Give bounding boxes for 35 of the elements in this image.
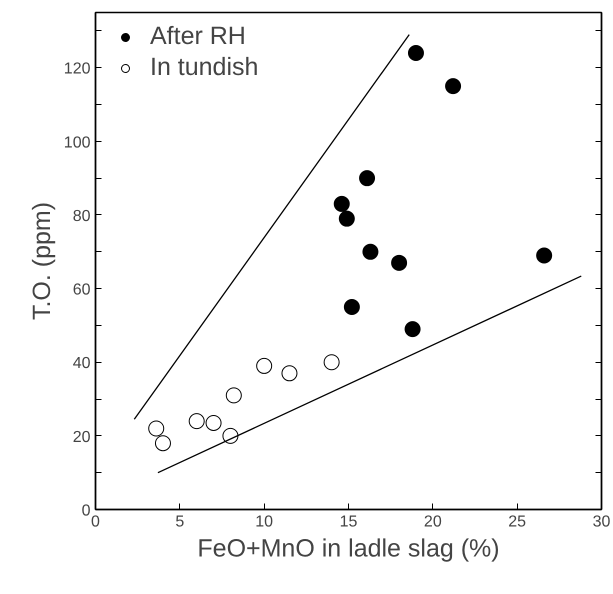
point <box>445 78 462 94</box>
point <box>324 354 340 370</box>
point <box>334 196 350 212</box>
x-axis-title: FeO+MnO in ladle slag (%) <box>197 534 500 562</box>
x-tick-label: 20 <box>424 514 442 530</box>
point <box>338 210 355 227</box>
point <box>226 387 242 404</box>
y-tick-label: 0 <box>82 502 91 520</box>
point <box>154 435 171 452</box>
point <box>536 247 552 264</box>
x-tick-label: 25 <box>508 514 526 530</box>
y-tick-label: 60 <box>72 282 91 299</box>
point <box>281 365 298 382</box>
point <box>362 244 378 260</box>
legend-label: After RH <box>150 22 246 51</box>
point <box>256 358 272 374</box>
x-tick-label: 10 <box>255 514 274 530</box>
y-tick-label: 100 <box>64 134 91 152</box>
point <box>408 45 424 61</box>
point <box>359 170 376 186</box>
legend-label: In tundish <box>150 53 258 82</box>
point <box>404 321 421 338</box>
y-tick-label: 120 <box>64 60 91 78</box>
x-tick-label: 30 <box>592 514 610 530</box>
point <box>391 254 408 271</box>
point <box>206 415 222 431</box>
x-tick-label: 5 <box>175 514 184 530</box>
point <box>344 299 360 316</box>
y-tick-label: 40 <box>72 355 91 372</box>
y-tick-label: 80 <box>72 208 91 225</box>
point <box>148 420 164 436</box>
y-tick-label: 20 <box>72 428 91 446</box>
x-tick-label: 15 <box>340 514 358 530</box>
point <box>188 413 205 430</box>
y-axis-title: T.O. (ppm) <box>28 202 56 320</box>
